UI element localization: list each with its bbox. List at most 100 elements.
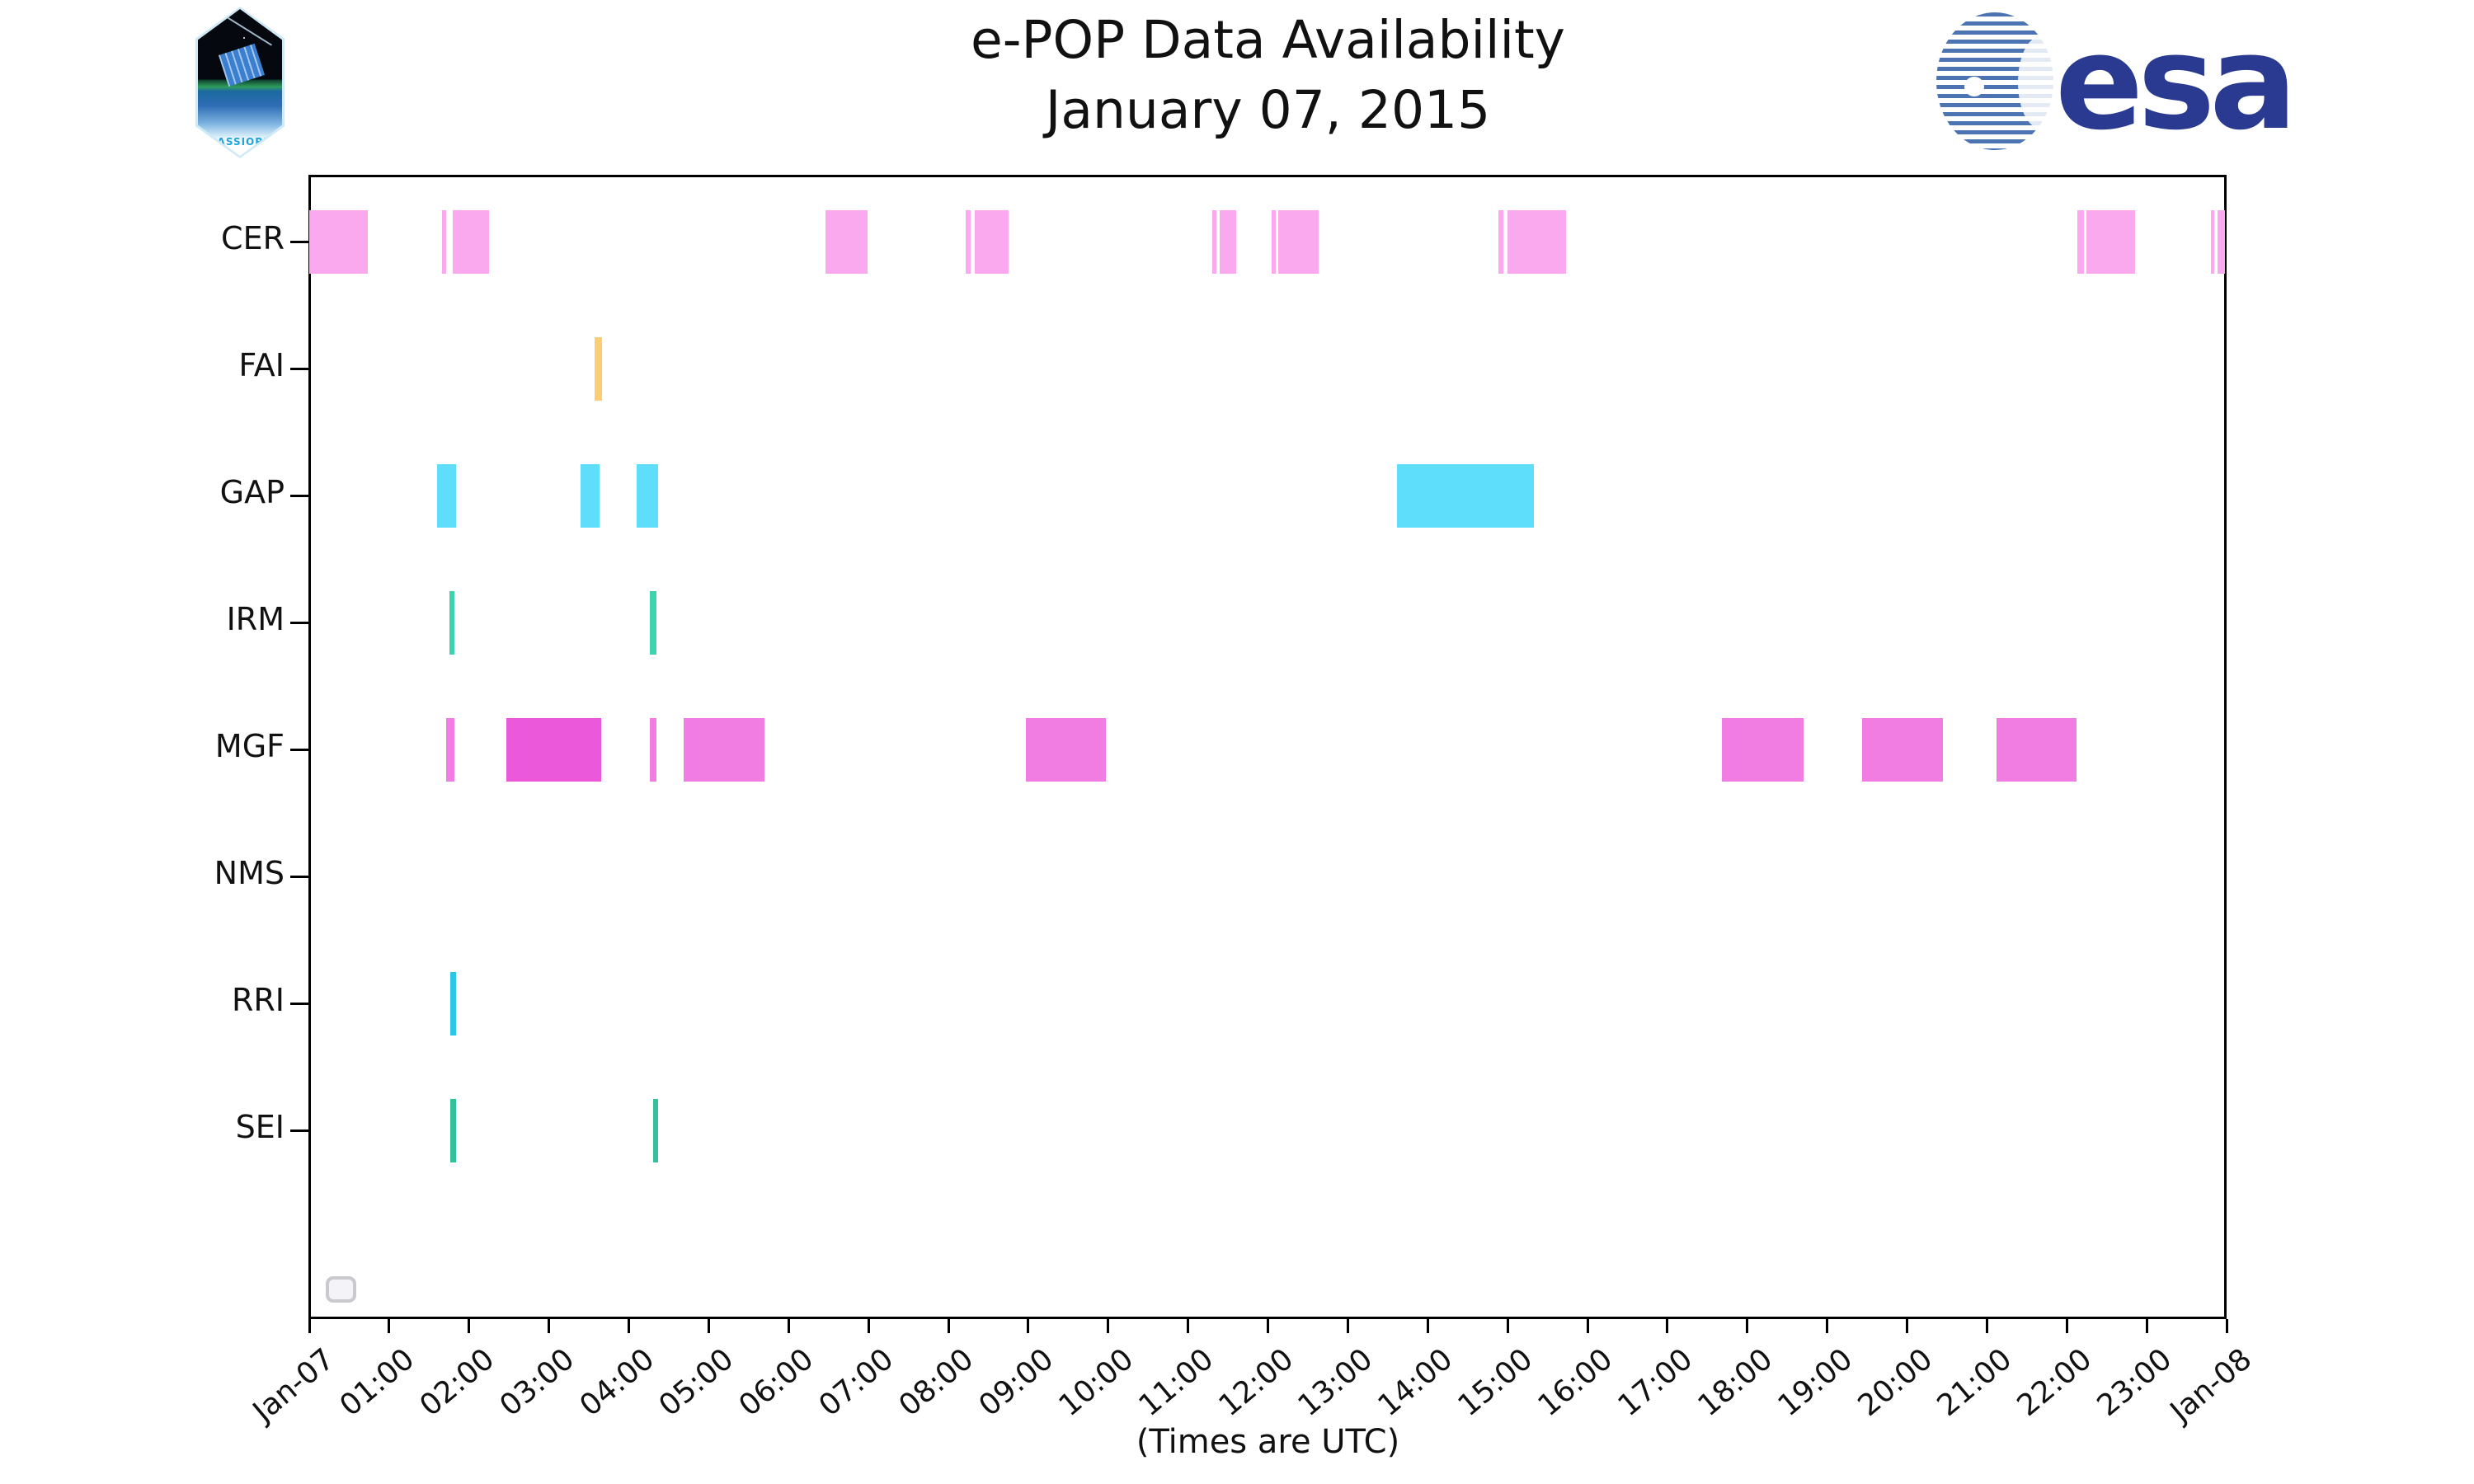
x-axis-label-16:00: 16:00	[1531, 1342, 1620, 1424]
x-axis-label-03:00: 03:00	[493, 1342, 581, 1424]
satellite-boom-icon	[211, 9, 272, 46]
x-tick-22:00	[2065, 1319, 2068, 1333]
x-tick-19:00	[1826, 1319, 1829, 1333]
availability-bar-RRI	[450, 971, 456, 1036]
x-axis-label-12:00: 12:00	[1212, 1342, 1300, 1424]
chart-title: e-POP Data Availability	[971, 10, 1565, 70]
x-axis-label-22:00: 22:00	[2011, 1342, 2099, 1424]
cassiope-mission-patch-icon: CASSIOPE	[195, 7, 285, 158]
x-axis-label-20:00: 20:00	[1851, 1342, 1939, 1424]
x-tick-11:00	[1187, 1319, 1190, 1333]
x-tick-15:00	[1506, 1319, 1509, 1333]
availability-bar-GAP	[1397, 463, 1535, 528]
y-tick-IRM	[290, 621, 309, 624]
x-axis-label-15:00: 15:00	[1451, 1342, 1540, 1424]
esa-globe-icon	[1936, 12, 2061, 150]
x-tick-01:00	[388, 1319, 391, 1333]
star-icon	[262, 17, 265, 20]
y-tick-SEI	[290, 1129, 309, 1132]
x-axis-label-07:00: 07:00	[812, 1342, 901, 1424]
x-axis-label-11:00: 11:00	[1132, 1342, 1220, 1424]
availability-bar-IRM	[449, 590, 454, 655]
availability-bar-MGF	[1025, 717, 1106, 782]
availability-bar-CER	[1278, 209, 1319, 274]
availability-bar-CER	[2217, 209, 2226, 274]
x-axis-label-04:00: 04:00	[573, 1342, 661, 1424]
star-icon	[243, 37, 245, 39]
x-axis-label-17:00: 17:00	[1611, 1342, 1700, 1424]
availability-bar-MGF	[506, 717, 601, 782]
availability-bar-MGF	[446, 717, 454, 782]
cassiope-patch-art: CASSIOPE	[198, 9, 282, 156]
x-axis-label-13:00: 13:00	[1291, 1342, 1380, 1424]
availability-bar-GAP	[637, 463, 659, 528]
x-tick-07:00	[867, 1319, 870, 1333]
y-tick-MGF	[290, 748, 309, 751]
y-axis-label-NMS: NMS	[214, 855, 285, 891]
availability-bar-SEI	[652, 1098, 659, 1162]
y-tick-CER	[290, 240, 309, 243]
x-tick-Jan-07	[308, 1319, 311, 1333]
availability-bar-CER	[1220, 209, 1236, 274]
availability-bar-CER	[2086, 209, 2135, 274]
availability-bar-CER	[2210, 209, 2214, 274]
x-tick-18:00	[1746, 1319, 1749, 1333]
availability-bar-MGF	[1722, 717, 1804, 782]
y-axis-label-CER: CER	[221, 220, 285, 256]
x-axis-label-09:00: 09:00	[972, 1342, 1061, 1424]
availability-bar-CER	[975, 209, 1009, 274]
x-tick-02:00	[468, 1319, 471, 1333]
x-axis-label-02:00: 02:00	[413, 1342, 501, 1424]
x-tick-04:00	[628, 1319, 630, 1333]
x-tick-13:00	[1346, 1319, 1349, 1333]
x-tick-08:00	[947, 1319, 950, 1333]
x-tick-12:00	[1267, 1319, 1269, 1333]
availability-bar-GAP	[581, 463, 600, 528]
x-tick-23:00	[2145, 1319, 2148, 1333]
y-axis-label-GAP: GAP	[219, 474, 285, 510]
x-axis-label-23:00: 23:00	[2091, 1342, 2179, 1424]
availability-bar-FAI	[594, 336, 603, 401]
x-tick-14:00	[1426, 1319, 1429, 1333]
availability-bar-CER	[309, 209, 369, 274]
y-tick-GAP	[290, 494, 309, 497]
x-axis-label-06:00: 06:00	[732, 1342, 821, 1424]
y-tick-FAI	[290, 367, 309, 370]
availability-bar-CER	[1498, 209, 1504, 274]
availability-bar-CER	[825, 209, 868, 274]
x-axis-label-05:00: 05:00	[652, 1342, 741, 1424]
availability-bar-CER	[442, 209, 447, 274]
x-tick-03:00	[548, 1319, 551, 1333]
x-axis-label-08:00: 08:00	[892, 1342, 981, 1424]
availability-bar-MGF	[1996, 717, 2077, 782]
x-axis-label-18:00: 18:00	[1691, 1342, 1780, 1424]
x-axis-label-10:00: 10:00	[1052, 1342, 1141, 1424]
availability-bar-CER	[2077, 209, 2085, 274]
x-tick-05:00	[707, 1319, 710, 1333]
y-axis-label-IRM: IRM	[226, 601, 285, 637]
chart-subtitle: January 07, 2015	[1045, 80, 1491, 140]
x-axis-label-19:00: 19:00	[1771, 1342, 1859, 1424]
availability-bar-SEI	[450, 1098, 456, 1162]
x-tick-21:00	[1985, 1319, 1988, 1333]
availability-bar-CER	[1211, 209, 1216, 274]
x-axis-caption: (Times are UTC)	[1136, 1423, 1400, 1461]
availability-bar-CER	[1507, 209, 1567, 274]
x-tick-20:00	[1906, 1319, 1908, 1333]
y-tick-RRI	[290, 1002, 309, 1005]
y-axis-label-MGF: MGF	[214, 728, 285, 764]
availability-bar-IRM	[650, 590, 657, 655]
y-axis-label-FAI: FAI	[238, 347, 285, 383]
y-axis-label-RRI: RRI	[231, 982, 285, 1018]
x-tick-09:00	[1027, 1319, 1030, 1333]
x-tick-10:00	[1107, 1319, 1110, 1333]
legend-box	[326, 1276, 356, 1303]
availability-bar-MGF	[650, 717, 657, 782]
x-axis-label-14:00: 14:00	[1371, 1342, 1460, 1424]
x-axis-label-01:00: 01:00	[333, 1342, 421, 1424]
x-tick-Jan-08	[2225, 1319, 2228, 1333]
x-tick-17:00	[1666, 1319, 1669, 1333]
availability-bar-MGF	[683, 717, 765, 782]
availability-bar-CER	[1272, 209, 1277, 274]
